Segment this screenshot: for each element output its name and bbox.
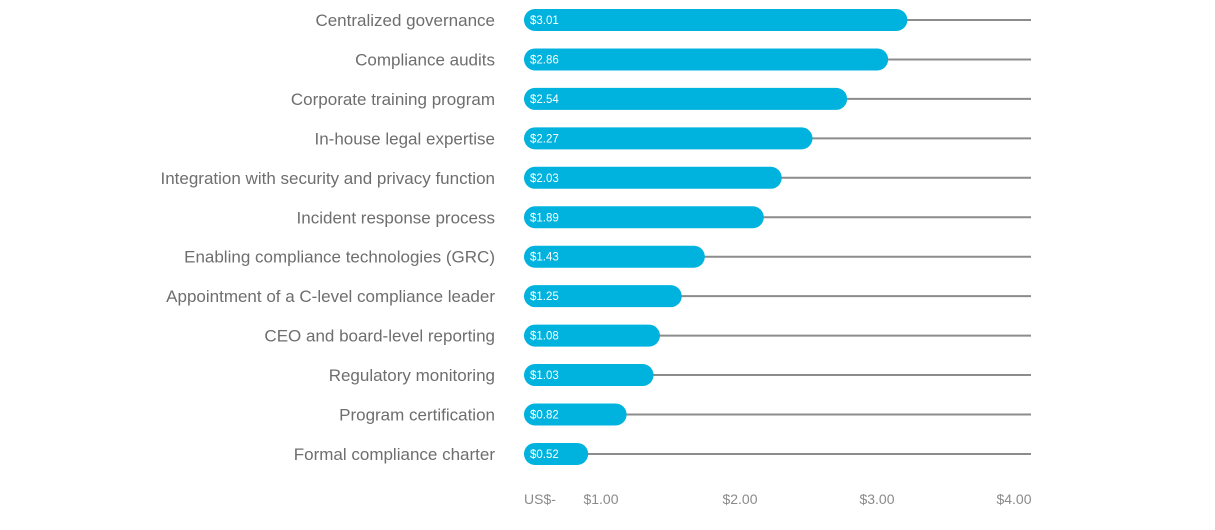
bar [524, 324, 660, 347]
category-label: Compliance audits [355, 50, 495, 69]
x-tick-label: $1.00 [583, 491, 618, 507]
bar-value-label: $1.03 [530, 370, 559, 382]
x-tick-label: $2.00 [722, 491, 757, 507]
bar [524, 442, 589, 465]
bar-value-label: $1.25 [530, 291, 559, 303]
bar-value-label: $2.03 [530, 173, 559, 185]
bar-value-label: $3.01 [530, 15, 559, 27]
bar [524, 166, 782, 189]
bar-value-label: $0.82 [530, 410, 559, 422]
bar [524, 403, 627, 426]
category-label: Formal compliance charter [294, 445, 496, 464]
bar [524, 245, 705, 268]
category-label: Corporate training program [291, 90, 495, 109]
bar [524, 87, 848, 110]
category-label: Centralized governance [315, 11, 495, 30]
category-label: CEO and board-level reporting [264, 327, 495, 346]
category-label: Regulatory monitoring [329, 366, 495, 385]
bar-value-label: $1.08 [530, 331, 559, 343]
bar [524, 285, 682, 308]
category-label: Appointment of a C-level compliance lead… [166, 287, 495, 306]
bar-value-label: $1.89 [530, 212, 559, 224]
bar [524, 9, 908, 31]
bar [524, 206, 764, 229]
x-tick-label: $4.00 [996, 491, 1031, 507]
bar-value-label: $2.54 [530, 94, 559, 106]
category-label: Program certification [339, 406, 495, 425]
category-label: Incident response process [297, 208, 495, 227]
category-label: In-house legal expertise [314, 129, 495, 148]
bar-value-label: $1.43 [530, 252, 559, 264]
category-label: Enabling compliance technologies (GRC) [184, 248, 495, 267]
bar [524, 48, 889, 71]
bar-value-label: $2.86 [530, 54, 559, 66]
bar-value-label: $0.52 [530, 449, 559, 461]
x-tick-label: $3.00 [859, 491, 894, 507]
bar [524, 364, 654, 387]
category-label: Integration with security and privacy fu… [160, 169, 495, 188]
bar-value-label: $2.27 [530, 133, 559, 145]
bar [524, 127, 813, 150]
x-tick-label: US$- [524, 491, 556, 507]
